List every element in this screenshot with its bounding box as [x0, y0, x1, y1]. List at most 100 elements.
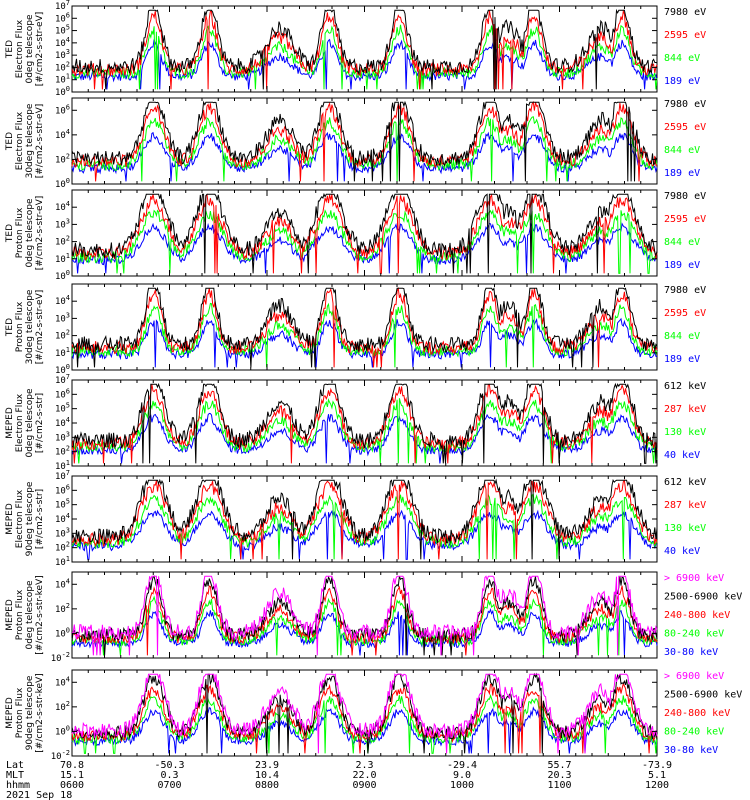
x-tick-label-mlt: 10.4	[255, 770, 279, 781]
x-tick-label-lat: 70.8	[60, 760, 84, 771]
legend-entry: 2500-6900 keV	[664, 690, 742, 701]
panel-frame	[71, 379, 658, 467]
x-tick-label-mlt: 9.0	[453, 770, 471, 781]
y-tick-label: 106	[55, 483, 70, 496]
legend-entry: 7980 eV	[664, 191, 706, 202]
y-tick-label: 101	[55, 555, 70, 568]
panel-7: 10-2 100 102 104 MEPEDProton Flux0deg telesc…	[5, 571, 742, 664]
panel-4: 100 101 102 103 104 TEDProton Flux30deg teles…	[5, 283, 706, 376]
y-axis-label-line: Electron Flux	[15, 393, 25, 452]
y-tick-label: 107	[55, 469, 70, 482]
legend-entry: 189 eV	[664, 76, 700, 87]
y-tick-label: 106	[55, 11, 70, 24]
lat-row-label: Lat	[6, 760, 24, 771]
y-tick-label: 104	[55, 512, 70, 525]
legend-entry: 844 eV	[664, 145, 700, 156]
legend-entry: 130 keV	[664, 427, 706, 438]
legend-entry: 612 keV	[664, 477, 706, 488]
y-axis-label-line: 90deg telescope	[25, 481, 35, 556]
y-axis-label: MEPEDProton Flux90deg telescope[#/cm2-s-…	[5, 673, 45, 752]
y-axis-label-line: Proton Flux	[15, 687, 25, 738]
series-line-black	[71, 8, 658, 90]
legend-entry: 844 eV	[664, 331, 700, 342]
y-tick-label: 103	[55, 526, 70, 539]
y-axis-label-line: 90deg telescope	[25, 675, 35, 750]
legend-entry: 189 eV	[664, 260, 700, 271]
y-axis-label-line: 30deg telescope	[25, 103, 35, 178]
y-axis-label: TEDElectron Flux30deg telescope[#/cm2-s-…	[5, 103, 45, 178]
y-tick-label: 104	[55, 294, 70, 307]
x-tick-label-hhmm: 1000	[450, 780, 474, 791]
legend-entry: 40 keV	[664, 450, 700, 461]
y-tick-label: 100	[55, 85, 70, 98]
series-line-red	[71, 681, 658, 754]
legend-entry: > 6900 keV	[664, 671, 724, 682]
x-tick-label-hhmm: 1100	[547, 780, 571, 791]
legend-entry: 2595 eV	[664, 122, 706, 133]
y-axis-label-line: 0deg telescope	[25, 198, 35, 268]
y-tick-label: 104	[55, 128, 70, 141]
y-tick-label: 106	[55, 103, 70, 116]
y-tick-label: 102	[55, 602, 70, 615]
y-axis-label-line: [#/cm2-s-str-keV]	[35, 575, 45, 654]
series-line-blue	[71, 706, 658, 754]
mlt-row-label: MLT	[6, 770, 24, 781]
x-tick-label-lat: -73.9	[642, 760, 672, 771]
y-axis-label-line: [#/cm2-s-str-eV]	[35, 104, 45, 179]
legend-entry: 2500-6900 keV	[664, 592, 742, 603]
y-axis-label-line: Proton Flux	[15, 207, 25, 258]
legend-entry: 2595 eV	[664, 308, 706, 319]
y-axis-label-line: Proton Flux	[15, 301, 25, 352]
y-axis-label-line: 0deg telescope	[25, 580, 35, 650]
legend-entry: 189 eV	[664, 354, 700, 365]
legend-entry: 80-240 keV	[664, 629, 724, 640]
x-tick-label-hhmm: 0900	[352, 780, 376, 791]
y-axis-label-line: [#/cm2-s-str-eV]	[35, 12, 45, 87]
y-tick-label: 107	[55, 373, 70, 386]
series-line-black	[71, 286, 658, 368]
legend-entry: 30-80 keV	[664, 647, 718, 658]
series-line-green	[71, 493, 658, 560]
legend-entry: 30-80 keV	[664, 745, 718, 756]
y-tick-label: 104	[55, 200, 70, 213]
y-tick-label: 10-2	[51, 749, 70, 762]
y-tick-label: 102	[55, 541, 70, 554]
y-tick-label: 104	[55, 36, 70, 49]
date-label: 2021 Sep 18	[6, 790, 72, 800]
y-axis-label-line: 0deg telescope	[25, 14, 35, 84]
y-tick-label: 107	[55, 0, 70, 12]
y-tick-label: 100	[55, 269, 70, 282]
legend-entry: 844 eV	[664, 237, 700, 248]
y-tick-label: 101	[55, 346, 70, 359]
y-tick-label: 101	[55, 459, 70, 472]
x-tick-label-lat: 55.7	[547, 760, 571, 771]
series-line-black	[71, 382, 658, 464]
legend-entry: 7980 eV	[664, 99, 706, 110]
y-axis-label-line: [#/cm2-s-str-eV]	[35, 196, 45, 271]
y-tick-label: 102	[55, 445, 70, 458]
series-line-blue	[71, 317, 658, 368]
x-tick-label-hhmm: 0800	[255, 780, 279, 791]
legend-entry: 240-800 keV	[664, 610, 730, 621]
x-tick-label-lat: 2.3	[355, 760, 373, 771]
series-line-blue	[71, 131, 658, 182]
y-axis-label-line: [#/cm2-s-str-eV]	[35, 290, 45, 365]
series-line-black	[71, 478, 658, 560]
series-line-blue	[71, 38, 658, 90]
y-axis-label-line: Electron Flux	[15, 111, 25, 170]
y-axis-label: MEPEDElectron Flux90deg telescope[#/cm2-…	[5, 481, 45, 556]
x-tick-label-mlt: 0.3	[160, 770, 178, 781]
x-tick-label-lat: -29.4	[447, 760, 477, 771]
series-line-magenta	[71, 673, 658, 754]
legend-entry: 2595 eV	[664, 214, 706, 225]
y-axis-label-line: TED	[5, 132, 15, 151]
y-axis-label-line: TED	[5, 224, 15, 243]
y-axis-label-line: 0deg telescope	[25, 388, 35, 458]
y-tick-label: 104	[55, 577, 70, 590]
y-tick-label: 101	[55, 73, 70, 86]
y-axis-label-line: TED	[5, 40, 15, 59]
